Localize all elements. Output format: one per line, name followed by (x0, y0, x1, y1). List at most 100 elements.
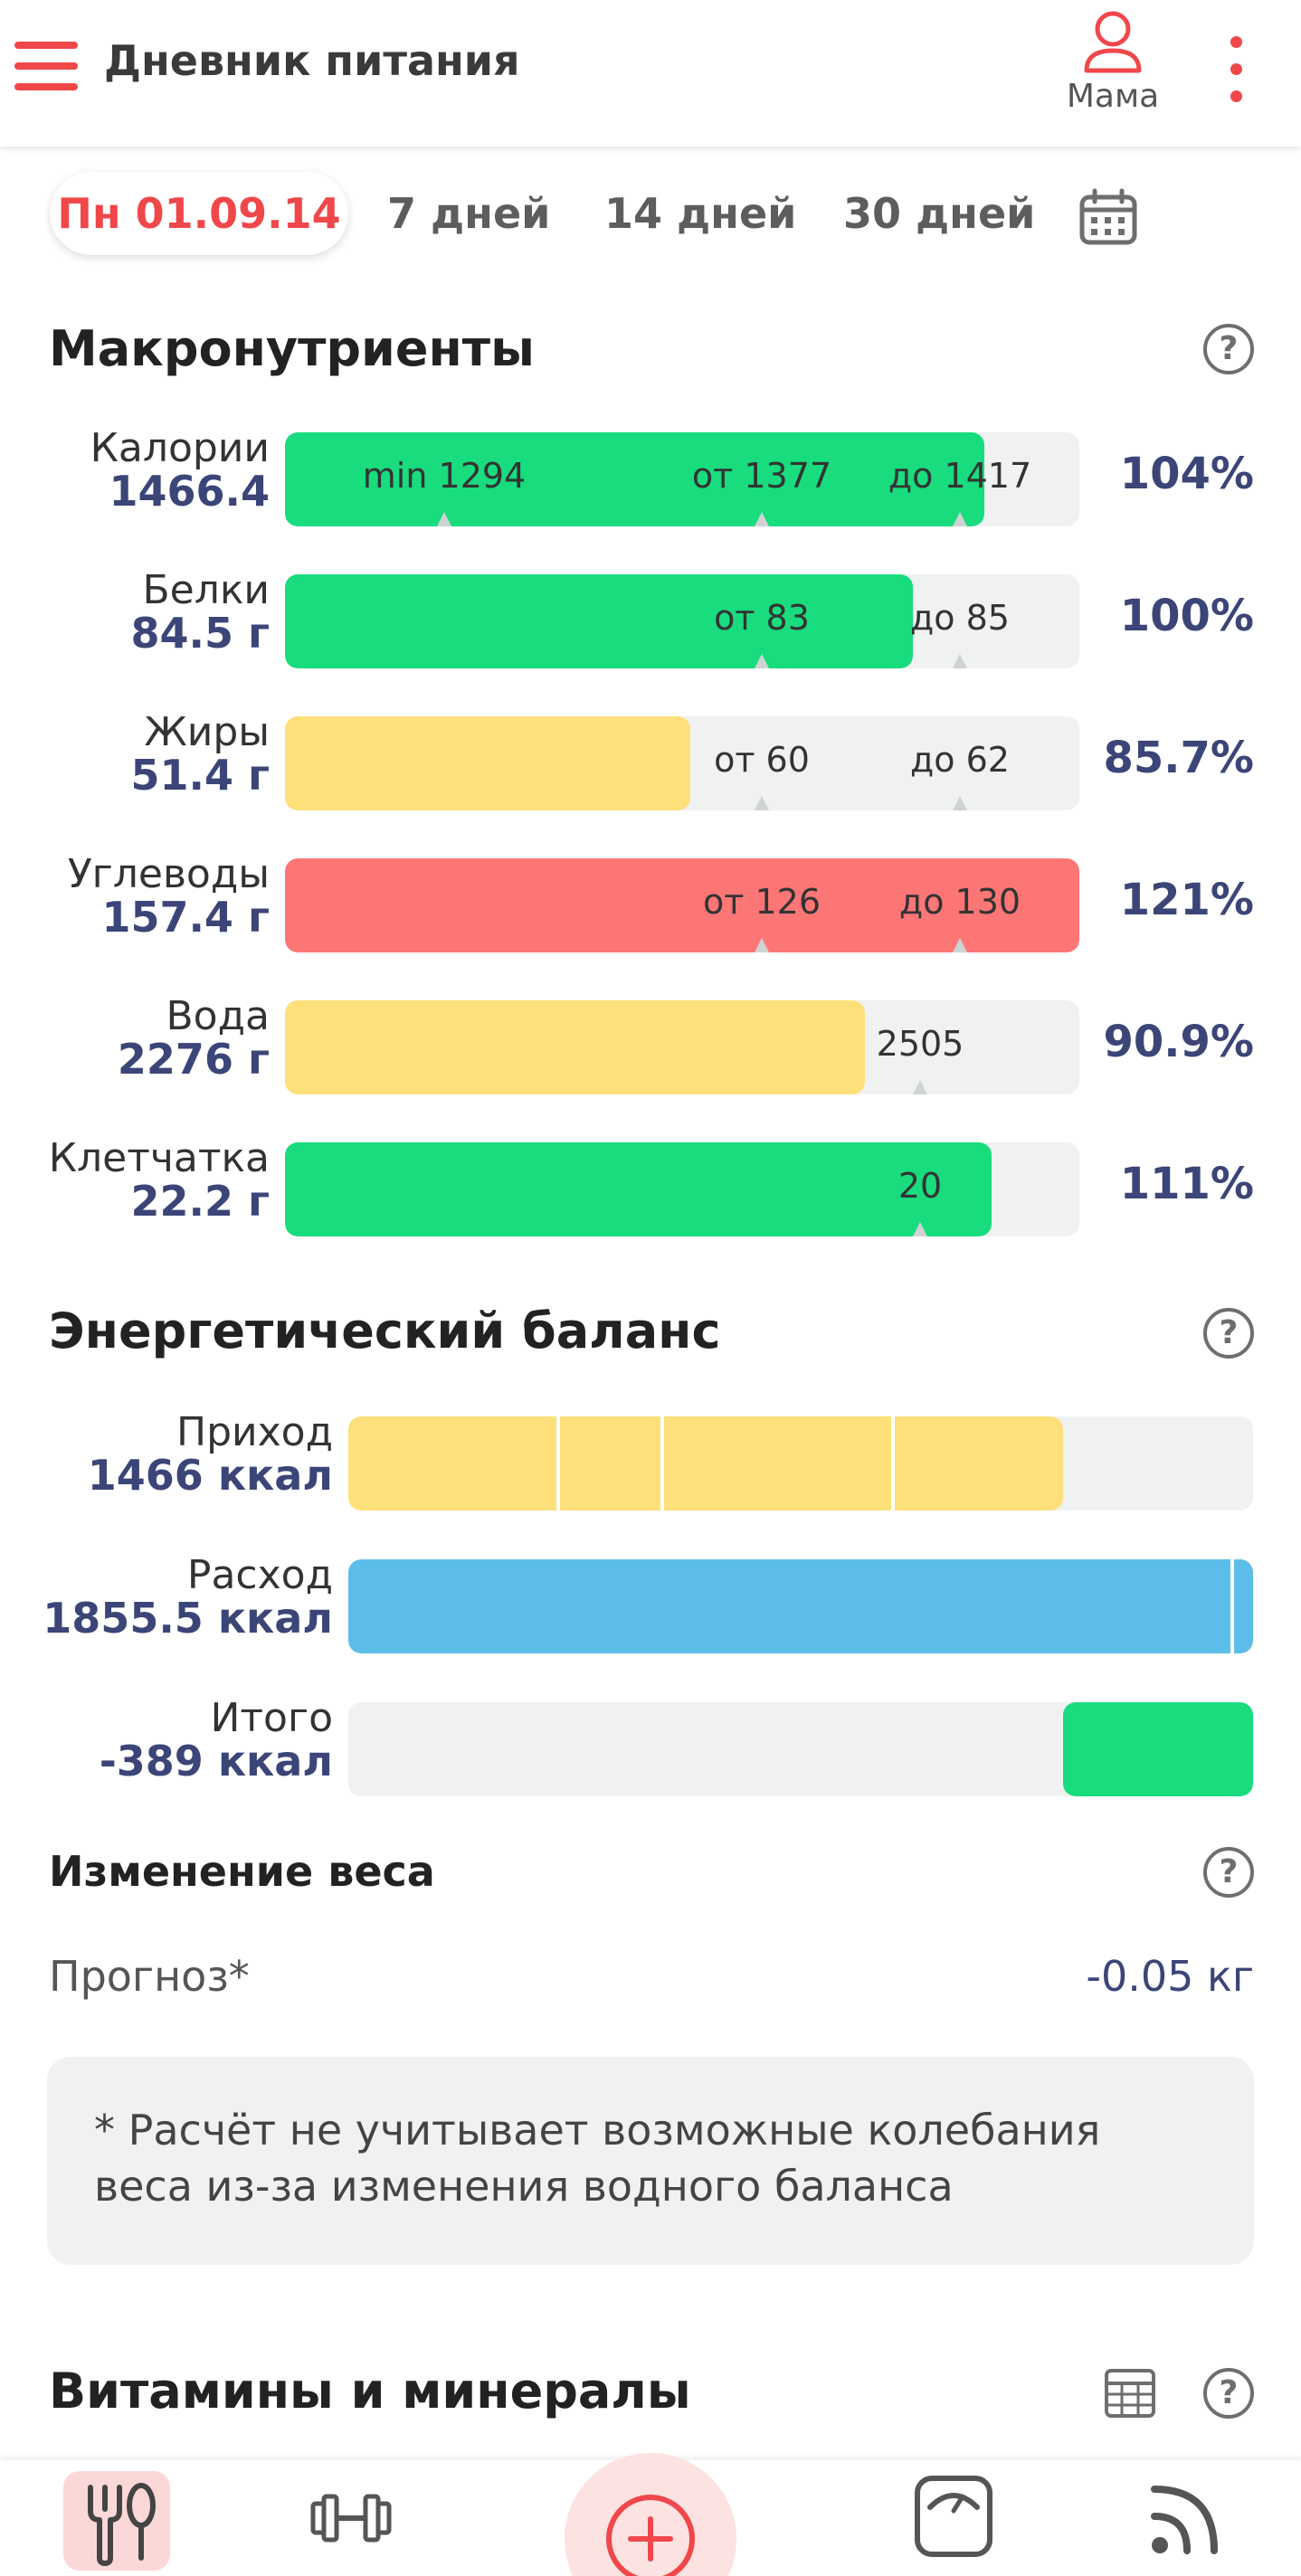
macro-progress-fill (285, 858, 1079, 952)
macro-percent: 85.7% (1103, 733, 1254, 783)
period-7-days-button[interactable]: 7 дней (387, 189, 551, 238)
energy-progress-track (348, 1702, 1253, 1796)
macro-percent: 121% (1119, 875, 1254, 925)
forecast-note: * Расчёт не учитывает возможные колебани… (47, 2057, 1254, 2265)
macro-name: Белки (142, 567, 270, 613)
macro-target-marker (953, 938, 967, 952)
macro-target-label: от 60 (714, 740, 810, 780)
period-14-days-button[interactable]: 14 дней (604, 189, 797, 238)
profile-name: Мама (1066, 78, 1160, 115)
macro-target-label: до 1417 (888, 456, 1032, 496)
energy-progress-fill (1063, 1702, 1253, 1796)
bottom-navigation (0, 2453, 1301, 2576)
macro-progress-fill (285, 1142, 992, 1236)
energy-value: 1855.5 ккал (43, 1594, 333, 1643)
macro-name: Вода (166, 993, 271, 1039)
macro-value: 22.2 г (130, 1177, 270, 1226)
macro-target-marker (755, 512, 769, 526)
macro-row[interactable]: Углеводы 157.4 г от 126 до 130 121% (0, 851, 1301, 952)
macro-progress-fill (285, 716, 690, 810)
macro-progress-track: от 60 до 62 (285, 716, 1079, 810)
nav-diary-button[interactable] (63, 2471, 170, 2571)
energy-name: Расход (186, 1552, 333, 1598)
macro-percent: 104% (1119, 449, 1254, 499)
nav-feed-button[interactable] (1142, 2471, 1232, 2562)
dumbbell-icon (310, 2494, 392, 2543)
macro-target-marker (913, 1222, 927, 1236)
macro-progress-track: min 1294 от 1377 до 1417 (285, 432, 1079, 526)
energy-progress-fill (348, 1416, 1063, 1511)
energy-progress-fill (348, 1559, 1253, 1653)
macro-value: 2276 г (117, 1035, 270, 1084)
macro-row[interactable]: Клетчатка 22.2 г 20 111% (0, 1135, 1301, 1236)
macro-target-marker (953, 796, 967, 810)
macro-progress-fill (285, 574, 913, 668)
hamburger-menu-icon[interactable] (14, 42, 78, 90)
macro-row[interactable]: Калории 1466.4 min 1294 от 1377 до 1417 104% (0, 425, 1301, 526)
fork-spoon-icon (88, 2483, 156, 2566)
period-selector: Пн 01.09.14 7 дней 14 дней 30 дней (0, 172, 1301, 262)
macro-progress-track: 2505 (285, 1000, 1079, 1094)
energy-value: -389 ккал (99, 1737, 333, 1785)
table-icon[interactable] (1104, 2368, 1156, 2419)
macro-percent: 90.9% (1103, 1017, 1254, 1067)
period-day-button[interactable]: Пн 01.09.14 (50, 172, 348, 255)
macro-target-label: от 83 (714, 598, 810, 638)
add-entry-button[interactable] (565, 2453, 736, 2576)
energy-row[interactable]: Приход 1466 ккал (0, 1409, 1301, 1511)
macro-row[interactable]: Жиры 51.4 г от 60 до 62 85.7% (0, 709, 1301, 810)
forecast-label: Прогноз* (49, 1952, 250, 2001)
energy-help-icon[interactable]: ? (1203, 1308, 1254, 1359)
macro-percent: 111% (1119, 1159, 1254, 1209)
macro-target-marker (953, 654, 967, 668)
nav-weight-button[interactable] (908, 2471, 999, 2562)
forecast-value: -0.05 кг (1086, 1952, 1254, 2001)
energy-name: Итого (210, 1695, 333, 1741)
period-30-days-button[interactable]: 30 дней (843, 189, 1036, 238)
macro-value: 1466.4 (109, 467, 270, 516)
macro-target-label: до 62 (910, 740, 1010, 780)
profile-switcher[interactable]: Мама (1049, 9, 1176, 128)
macro-percent: 100% (1119, 591, 1254, 641)
vitamins-title: Витамины и минералы (49, 2363, 691, 2420)
nav-workouts-button[interactable] (306, 2471, 396, 2562)
macro-value: 84.5 г (130, 609, 270, 658)
macro-progress-fill (285, 432, 984, 526)
macro-target-marker (755, 654, 769, 668)
macro-value: 51.4 г (130, 751, 270, 800)
energy-row[interactable]: Итого -389 ккал (0, 1695, 1301, 1796)
energy-segment-divider (556, 1416, 560, 1511)
weight-change-title: Изменение веса (49, 1847, 435, 1896)
macro-target-marker (755, 796, 769, 810)
weight-help-icon[interactable]: ? (1203, 1847, 1254, 1898)
user-icon (1084, 11, 1142, 73)
calendar-icon[interactable] (1078, 188, 1138, 246)
energy-balance-title: Энергетический баланс (49, 1302, 721, 1359)
macro-target-marker (755, 938, 769, 952)
energy-name: Приход (176, 1409, 333, 1455)
macros-help-icon[interactable]: ? (1203, 324, 1254, 374)
macro-target-label: 2505 (876, 1024, 964, 1064)
more-options-icon[interactable] (1223, 31, 1250, 107)
macro-progress-fill (285, 1000, 865, 1094)
macro-name: Жиры (144, 709, 270, 755)
energy-segment-divider (891, 1416, 895, 1511)
macro-name: Углеводы (67, 851, 270, 897)
energy-segment-divider (660, 1416, 664, 1511)
macro-target-marker (913, 1080, 927, 1094)
energy-progress-track (348, 1416, 1253, 1511)
macro-target-label: от 1377 (691, 456, 832, 496)
energy-row[interactable]: Расход 1855.5 ккал (0, 1552, 1301, 1653)
macro-target-label: от 126 (703, 882, 821, 922)
feed-icon (1151, 2486, 1218, 2554)
app-title: Дневник питания (104, 36, 520, 85)
scale-icon (915, 2476, 992, 2557)
macro-target-label: до 130 (898, 882, 1021, 922)
macro-name: Клетчатка (48, 1135, 270, 1181)
macro-row[interactable]: Вода 2276 г 2505 90.9% (0, 993, 1301, 1094)
macros-title: Макронутриенты (49, 320, 535, 377)
vitamins-help-icon[interactable]: ? (1203, 2368, 1254, 2419)
macro-value: 157.4 г (101, 893, 270, 942)
macro-row[interactable]: Белки 84.5 г от 83 до 85 100% (0, 567, 1301, 668)
macro-progress-track: 20 (285, 1142, 1079, 1236)
